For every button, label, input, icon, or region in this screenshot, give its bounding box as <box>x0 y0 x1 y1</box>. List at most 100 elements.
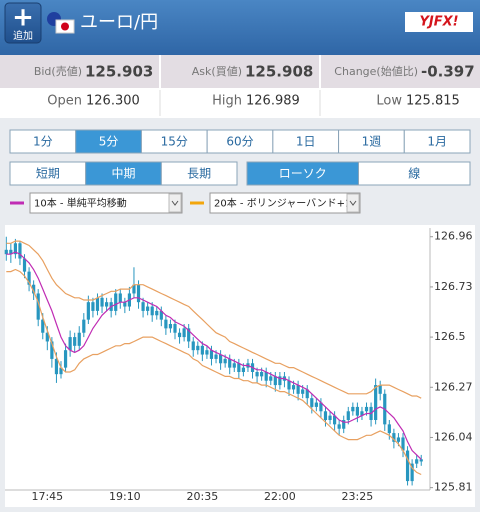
quote-value: -0.397 <box>421 63 475 81</box>
candle-body <box>342 420 346 429</box>
summary-label: Low <box>376 94 402 109</box>
indicator-line <box>6 251 422 460</box>
candle-body <box>319 402 323 412</box>
candle-body <box>159 310 163 320</box>
x-tick-label: 20:35 <box>187 490 219 503</box>
candle-body <box>401 437 405 451</box>
summary-value: 126.300 <box>86 94 140 109</box>
candle-body <box>95 297 100 311</box>
indicator-label: 10本 - 単純平均移動 <box>34 197 127 210</box>
jp-flag-dot <box>61 22 69 31</box>
candle-body <box>237 363 241 372</box>
candle-body <box>278 376 282 386</box>
candle-body <box>82 319 86 333</box>
candle-body <box>54 358 59 375</box>
header-bar <box>0 0 480 55</box>
indicator-line <box>6 240 422 399</box>
candle-body <box>346 411 350 420</box>
candle-body <box>100 297 104 307</box>
candle-body <box>328 415 332 420</box>
candle-body <box>228 358 232 368</box>
candle-body <box>200 345 204 355</box>
summary-value: 126.989 <box>246 94 300 109</box>
candle-body <box>182 328 186 338</box>
dropdown-arrow-box <box>346 193 360 213</box>
candle-body <box>4 249 8 255</box>
indicator-label: 20本 - ボリンジャーバンド+1 <box>214 197 351 210</box>
candle-body <box>86 302 90 320</box>
candle-body <box>396 437 401 442</box>
add-button-bg <box>4 2 42 44</box>
candle-body <box>415 459 419 464</box>
candle-body <box>223 358 227 364</box>
candle-body <box>310 398 314 407</box>
x-tick-label: 23:25 <box>342 490 374 503</box>
y-tick-label: 126.04 <box>434 430 473 443</box>
candle-body <box>50 341 54 359</box>
candle-body <box>273 376 277 386</box>
candle-body <box>146 306 150 311</box>
candle-body <box>18 243 22 259</box>
period-tab-label: 15分 <box>161 135 188 149</box>
candle-body <box>105 302 109 307</box>
candle-body <box>73 337 77 346</box>
logo: YJFX! <box>419 15 458 30</box>
candle-body <box>296 385 300 394</box>
term-tab-label: 短期 <box>36 167 60 181</box>
candle-body <box>351 406 355 412</box>
candle-body <box>68 337 72 351</box>
candle-body <box>141 302 145 311</box>
candle-body <box>360 411 364 416</box>
quote-value: 125.908 <box>245 63 313 81</box>
style-tab[interactable] <box>358 161 471 186</box>
candle-body <box>291 385 296 390</box>
candle-body <box>205 350 209 355</box>
quote-label: Change(始値比) <box>334 64 418 78</box>
candle-body <box>260 372 264 377</box>
candle-body <box>374 385 378 420</box>
candle-body <box>255 372 259 377</box>
indicator-line <box>6 268 422 476</box>
period-tab-label: 1週 <box>362 135 382 149</box>
y-tick-label: 125.81 <box>434 481 473 494</box>
candle-body <box>323 411 328 420</box>
candle-body <box>77 332 81 346</box>
candle-body <box>45 332 49 342</box>
period-tab[interactable] <box>403 129 471 154</box>
candle-body <box>36 293 40 320</box>
quote-label: Bid(売値) <box>34 65 82 78</box>
logo-box <box>405 12 473 32</box>
indicator-dropdown[interactable] <box>29 192 183 214</box>
dropdown-arrow-box <box>168 193 182 213</box>
period-tab-label: 1日 <box>296 135 316 149</box>
quote-label: Ask(買値) <box>192 65 242 78</box>
period-tab-label: 5分 <box>99 135 119 149</box>
candle-body <box>355 406 359 416</box>
x-tick-label: 22:00 <box>264 490 296 503</box>
candle-body <box>59 367 63 375</box>
indicator-dropdown[interactable] <box>209 192 361 214</box>
candle-body <box>41 319 45 333</box>
candle-body <box>241 367 245 372</box>
candle-body <box>118 293 122 303</box>
candle-body <box>287 380 291 390</box>
term-tab-label: 中期 <box>111 166 135 181</box>
y-tick-label: 126.5 <box>434 330 466 343</box>
y-tick-label: 126.73 <box>434 280 473 293</box>
term-tab-label: 長期 <box>187 167 211 181</box>
candle-body <box>123 302 127 307</box>
y-tick-label: 126.27 <box>434 380 473 393</box>
candle-body <box>301 389 305 394</box>
term-tab[interactable] <box>160 161 238 186</box>
candle-body <box>177 332 182 338</box>
candle-body <box>219 354 223 364</box>
candle-body <box>387 424 391 434</box>
quote-value: 125.903 <box>85 63 153 81</box>
candle-body <box>305 389 309 399</box>
candle-body <box>392 433 396 442</box>
add-button[interactable]: + 追加 <box>4 2 42 44</box>
candle-body <box>27 271 31 285</box>
currency-flags <box>47 12 75 34</box>
candle-body <box>168 324 173 329</box>
